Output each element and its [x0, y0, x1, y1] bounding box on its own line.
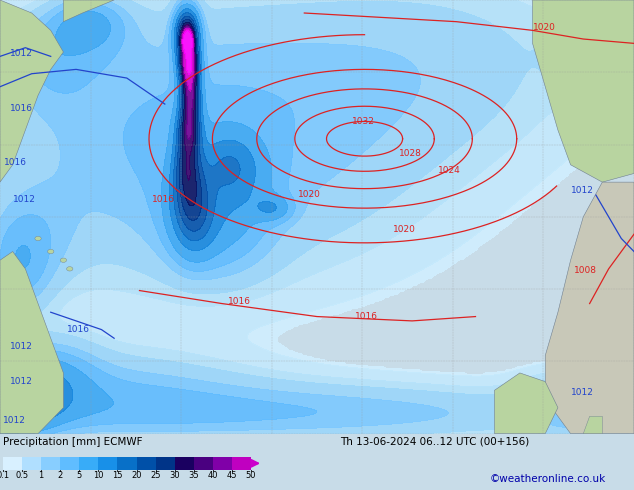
Text: 1016: 1016	[10, 103, 32, 113]
Text: 0.1: 0.1	[0, 471, 10, 480]
Text: 45: 45	[227, 471, 237, 480]
Bar	[213, 457, 232, 470]
Text: 50: 50	[246, 471, 256, 480]
Text: 35: 35	[188, 471, 199, 480]
Polygon shape	[0, 251, 63, 434]
Bar	[41, 457, 60, 470]
Text: 1012: 1012	[10, 342, 32, 351]
Text: 1024: 1024	[437, 167, 460, 175]
Text: 0.5: 0.5	[15, 471, 29, 480]
Text: ©weatheronline.co.uk: ©weatheronline.co.uk	[490, 474, 606, 484]
Text: 1020: 1020	[533, 24, 555, 32]
Bar	[194, 457, 213, 470]
Polygon shape	[495, 373, 558, 434]
Text: 1032: 1032	[352, 117, 375, 125]
Text: 1012: 1012	[571, 388, 593, 396]
Text: 1012: 1012	[10, 377, 32, 386]
Text: 1016: 1016	[228, 296, 251, 306]
Polygon shape	[533, 0, 634, 182]
Text: 1016: 1016	[355, 312, 378, 321]
Polygon shape	[545, 182, 634, 434]
Bar	[60, 457, 79, 470]
Text: 1028: 1028	[399, 149, 422, 158]
Text: 20: 20	[131, 471, 142, 480]
Text: 1012: 1012	[3, 416, 26, 425]
Text: 1012: 1012	[13, 195, 36, 204]
Text: 2: 2	[58, 471, 63, 480]
Text: 1008: 1008	[574, 266, 597, 275]
Bar	[98, 457, 117, 470]
Polygon shape	[63, 0, 114, 22]
Text: 1016: 1016	[152, 195, 175, 204]
Bar	[232, 457, 251, 470]
Text: 1016: 1016	[67, 325, 89, 334]
Text: 1020: 1020	[393, 225, 416, 234]
Bar	[175, 457, 194, 470]
Circle shape	[67, 267, 73, 271]
Circle shape	[35, 236, 41, 241]
Bar	[155, 457, 175, 470]
Circle shape	[60, 258, 67, 262]
Text: 1016: 1016	[4, 158, 27, 167]
Text: 25: 25	[150, 471, 161, 480]
Text: 5: 5	[77, 471, 82, 480]
Text: 1: 1	[39, 471, 44, 480]
Bar	[79, 457, 98, 470]
Polygon shape	[583, 416, 602, 434]
Bar	[136, 457, 155, 470]
Text: Precipitation [mm] ECMWF: Precipitation [mm] ECMWF	[3, 437, 143, 447]
Bar	[3, 457, 22, 470]
Text: 15: 15	[112, 471, 123, 480]
Text: 1012: 1012	[10, 49, 32, 58]
Text: 30: 30	[169, 471, 180, 480]
Text: 1020: 1020	[298, 190, 321, 199]
Text: Th 13-06-2024 06..12 UTC (00+156): Th 13-06-2024 06..12 UTC (00+156)	[340, 437, 529, 447]
Polygon shape	[0, 0, 63, 182]
Text: 40: 40	[207, 471, 218, 480]
Bar	[22, 457, 41, 470]
Text: 10: 10	[93, 471, 103, 480]
Circle shape	[48, 249, 54, 254]
Text: 1012: 1012	[571, 186, 593, 195]
Bar	[117, 457, 136, 470]
